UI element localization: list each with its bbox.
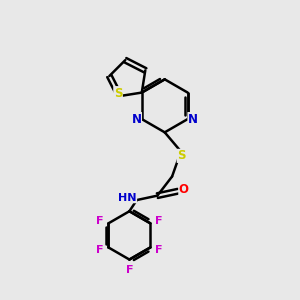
Text: N: N xyxy=(131,112,142,126)
Text: O: O xyxy=(179,183,189,196)
Text: F: F xyxy=(96,245,103,255)
Text: N: N xyxy=(188,112,198,126)
Text: S: S xyxy=(114,87,122,100)
Text: S: S xyxy=(177,149,186,162)
Text: F: F xyxy=(126,265,133,275)
Text: F: F xyxy=(155,245,163,255)
Text: F: F xyxy=(155,216,163,226)
Text: HN: HN xyxy=(118,193,136,203)
Text: F: F xyxy=(96,216,103,226)
